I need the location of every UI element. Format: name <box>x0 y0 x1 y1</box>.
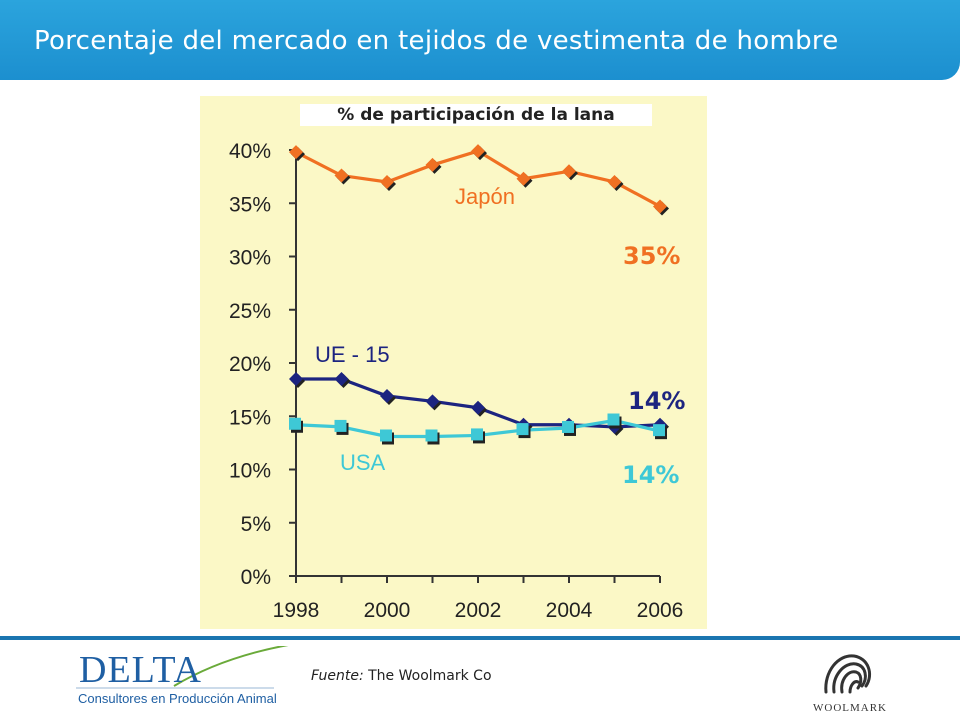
data-point <box>562 420 574 433</box>
data-point <box>471 400 485 415</box>
data-point <box>425 394 440 409</box>
y-tick-label: 40% <box>229 140 271 163</box>
data-point <box>425 429 438 442</box>
woolmark-word: WOOLMARK <box>813 702 887 714</box>
data-point <box>289 371 303 386</box>
data-point <box>607 413 620 426</box>
page-title: Porcentaje del mercado en tejidos de ves… <box>34 26 839 56</box>
y-tick-label: 10% <box>229 460 271 483</box>
data-point <box>289 417 301 430</box>
y-tick-label: 35% <box>229 193 271 216</box>
x-tick-label: 2004 <box>546 599 593 622</box>
x-tick-label: 2000 <box>364 599 411 622</box>
data-point <box>653 199 667 214</box>
source-text: The Woolmark Co <box>368 668 492 684</box>
chart-axes: 0% 5% 10% 15% 20% 25% 30% 35% 40% 1998 2000 2002 200… <box>229 140 683 622</box>
data-point <box>334 371 349 386</box>
data-point <box>380 389 394 404</box>
chart-title: % de participación de la lana <box>300 104 652 126</box>
series-end-label: 14% <box>628 387 685 415</box>
delta-logo: DELTA Consultores en Producción Animal <box>74 646 298 710</box>
x-tick-label: 2002 <box>455 599 502 622</box>
chart-series <box>289 144 669 445</box>
data-point <box>380 429 392 442</box>
y-tick-label: 15% <box>229 406 271 429</box>
series-end-label: 35% <box>623 242 680 270</box>
data-point <box>562 164 576 179</box>
y-tick-label: 20% <box>229 353 271 376</box>
delta-swoosh-icon <box>76 646 289 689</box>
chart-labels: Japón 35% UE - 15 14% USA 14% <box>315 184 685 489</box>
data-point <box>471 428 483 441</box>
data-point <box>334 419 347 432</box>
data-point <box>653 424 665 437</box>
x-tick-label: 1998 <box>273 599 320 622</box>
data-point <box>425 157 440 172</box>
data-point <box>334 168 349 183</box>
delta-logo-subtitle: Consultores en Producción Animal <box>78 691 277 706</box>
y-tick-label: 25% <box>229 300 271 323</box>
source-note: Fuente: The Woolmark Co <box>311 668 492 684</box>
data-point <box>471 144 485 159</box>
series-name-label: UE - 15 <box>315 342 390 367</box>
source-label: Fuente: <box>311 668 364 684</box>
footer-divider <box>0 636 960 640</box>
y-tick-label: 5% <box>241 513 271 536</box>
header-bar: Porcentaje del mercado en tejidos de ves… <box>0 0 960 80</box>
series-end-label: 14% <box>622 461 679 489</box>
data-point <box>607 174 622 189</box>
delta-logo-word: DELTA <box>79 649 202 691</box>
series-name-label: USA <box>340 450 386 475</box>
data-point <box>289 145 303 160</box>
woolmark-logo: WOOLMARK <box>800 646 900 716</box>
series-name-label: Japón <box>455 184 515 209</box>
y-tick-label: 0% <box>241 566 271 589</box>
data-point <box>516 171 531 186</box>
x-tick-label: 2006 <box>637 599 684 622</box>
data-point <box>516 423 529 436</box>
data-point <box>380 174 394 189</box>
y-tick-label: 30% <box>229 247 271 270</box>
woolmark-icon <box>824 654 871 694</box>
